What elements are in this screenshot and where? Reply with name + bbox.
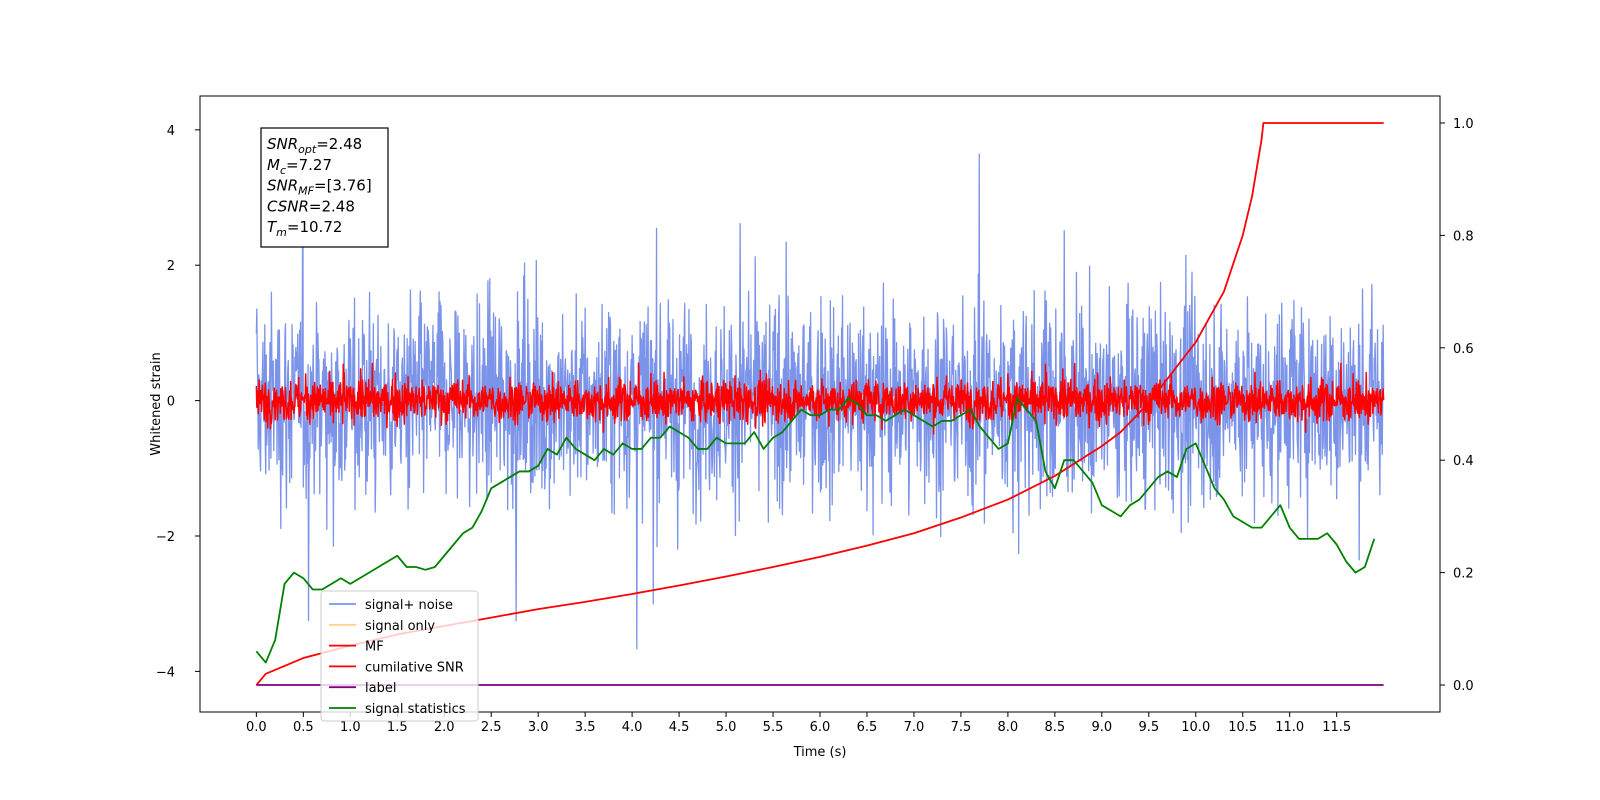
annotation-subscript: MF (298, 185, 314, 198)
x-tick-label: 5.5 (763, 720, 784, 735)
x-axis-label: Time (s) (793, 745, 847, 760)
y-left-tick-label: 0 (167, 395, 175, 410)
annotation-line: Mc=7.27 (267, 156, 332, 177)
y-right-tick-label: 0.2 (1453, 567, 1474, 582)
annotation-value: =2.48 (309, 197, 355, 215)
y-axis-label: Whitened strain (149, 352, 164, 455)
x-tick-label: 7.0 (904, 720, 925, 735)
y-left-tick-label: −4 (156, 665, 175, 680)
x-tick-label: 3.0 (528, 720, 549, 735)
series-signal-noise (255, 153, 1385, 650)
x-tick-label: 9.5 (1138, 720, 1159, 735)
x-tick-label: 0.0 (246, 720, 267, 735)
annotation-symbol: SNR (267, 135, 298, 153)
x-tick-label: 11.5 (1322, 720, 1351, 735)
y-right-tick-label: 0.6 (1453, 342, 1474, 357)
annotation-subscript: m (276, 226, 287, 239)
legend-label: label (365, 681, 396, 696)
y-right-tick-label: 0.0 (1453, 679, 1474, 694)
annotation-line: CSNR=2.48 (267, 197, 355, 215)
legend-label: MF (365, 640, 384, 655)
legend-frame (320, 590, 479, 722)
y-right-tick-label: 0.8 (1453, 229, 1474, 244)
x-tick-label: 8.5 (1045, 720, 1066, 735)
x-tick-label: 7.5 (951, 720, 972, 735)
annotation-line: SNRMF=[3.76] (267, 177, 372, 198)
x-tick-label: 10.0 (1181, 720, 1210, 735)
x-tick-label: 11.0 (1275, 720, 1304, 735)
x-tick-label: 8.0 (998, 720, 1019, 735)
x-tick-label: 0.5 (293, 720, 314, 735)
legend-label: signal statistics (365, 702, 466, 717)
x-tick-label: 4.5 (669, 720, 690, 735)
x-tick-label: 9.0 (1091, 720, 1112, 735)
annotation-value: =10.72 (287, 218, 343, 236)
annotation-line: SNRopt=2.48 (267, 135, 362, 156)
x-tick-label: 2.5 (481, 720, 502, 735)
annotation-value: =7.27 (286, 156, 332, 174)
annotation-line: Tm=10.72 (267, 218, 342, 239)
annotation-symbol: SNR (267, 177, 298, 195)
annotation-symbol: CSNR (267, 197, 309, 215)
x-tick-label: 1.5 (387, 720, 408, 735)
legend-label: signal only (365, 619, 435, 634)
x-tick-label: 6.5 (857, 720, 878, 735)
series-signal-statistics (255, 397, 1376, 664)
annotation-subscript: opt (298, 143, 317, 156)
y-left-tick-label: 4 (167, 124, 175, 139)
x-tick-label: 6.0 (810, 720, 831, 735)
y-left-tick-label: −2 (156, 530, 175, 545)
x-tick-label: 2.0 (434, 720, 455, 735)
annotation-value: =[3.76] (314, 177, 372, 195)
x-tick-label: 5.0 (716, 720, 737, 735)
series-mf (255, 362, 1385, 435)
legend: signal+ noise signal only MF cumilative SNR… (320, 590, 479, 722)
axes-layer: 0.0 0.5 1.0 1.5 2.0 2.5 3.0 3.5 4.0 4.5 5.0 5.5 6.0 6… (156, 117, 1474, 735)
annotation-symbol: T (267, 218, 278, 236)
x-tick-label: 3.5 (575, 720, 596, 735)
legend-label: cumilative SNR (365, 660, 464, 675)
y-left-tick-label: 2 (167, 259, 175, 274)
x-tick-label: 1.0 (340, 720, 361, 735)
legend-label: signal+ noise (365, 598, 453, 613)
annotation-subscript: c (280, 164, 286, 177)
x-tick-label: 10.5 (1228, 720, 1257, 735)
y-right-tick-label: 0.4 (1453, 454, 1474, 469)
annotation-value: =2.48 (316, 135, 362, 153)
annotation-symbol: M (267, 156, 280, 174)
annotation-box: SNRopt=2.48Mc=7.27SNRMF=[3.76]CSNR=2.48T… (260, 127, 389, 248)
annotation-frame (260, 127, 389, 248)
y-right-tick-label: 1.0 (1453, 117, 1474, 132)
x-tick-label: 4.0 (622, 720, 643, 735)
